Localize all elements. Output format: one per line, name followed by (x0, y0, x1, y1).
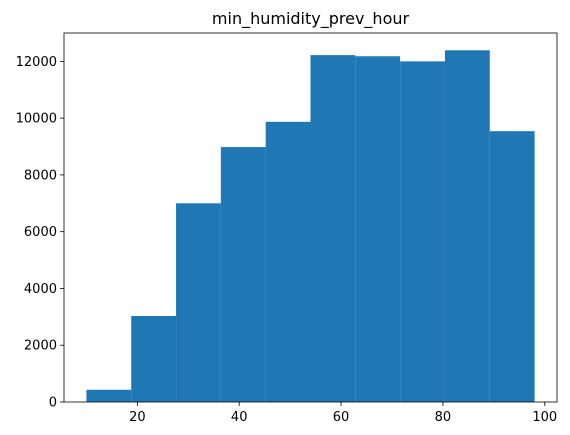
histogram-bar-2 (131, 315, 177, 402)
histogram-bar-4 (220, 147, 266, 402)
x-tick-label: 20 (129, 410, 146, 425)
y-axis: 0 2000 4000 6000 8000 10000 12000 (16, 55, 64, 411)
histogram-bar-3 (176, 203, 221, 402)
chart-title: min_humidity_prev_hour (212, 9, 410, 29)
y-tick-label: 2000 (24, 339, 57, 354)
histogram-bar-7 (355, 56, 401, 403)
x-tick-label: 60 (333, 410, 350, 425)
y-tick-label: 12000 (16, 55, 57, 70)
y-tick-label: 8000 (24, 168, 57, 183)
histogram-bar-1 (86, 389, 132, 402)
bars-group (86, 50, 535, 403)
y-tick-label: 4000 (24, 282, 57, 297)
y-tick-label: 10000 (16, 112, 57, 127)
y-tick-label: 0 (49, 396, 57, 411)
histogram-bar-6 (310, 55, 356, 403)
plot-frame (63, 32, 558, 403)
x-tick-label: 40 (231, 410, 248, 425)
y-tick-label: 6000 (24, 225, 57, 240)
histogram-bar-5 (265, 121, 311, 402)
x-axis: 20 40 60 80 100 (129, 402, 557, 425)
x-tick-label: 80 (435, 410, 452, 425)
histogram-bar-10 (489, 131, 535, 402)
x-tick-label: 100 (532, 410, 557, 425)
histogram-bar-9 (444, 50, 490, 402)
histogram-bar-8 (400, 61, 445, 403)
